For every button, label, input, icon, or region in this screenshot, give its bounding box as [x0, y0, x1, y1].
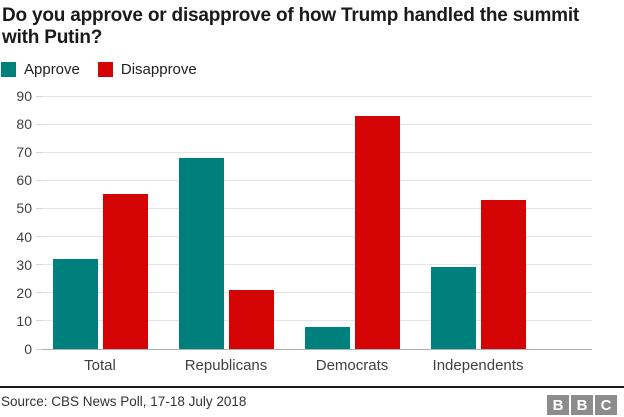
y-axis-label: 10 [16, 312, 32, 329]
x-axis-label: Total [84, 357, 116, 374]
bar-disapprove-republicans [228, 289, 274, 349]
gridline [42, 348, 592, 350]
bar-approve-total [52, 259, 98, 349]
legend-label-approve: Approve [24, 61, 80, 78]
chart-title: Do you approve or disapprove of how Trum… [2, 5, 580, 48]
y-axis-tick [36, 292, 42, 294]
y-axis-label: 40 [16, 228, 32, 245]
bbc-logo-letter: B [571, 395, 593, 415]
gridline [42, 123, 592, 125]
bar-approve-independents [430, 267, 476, 349]
y-axis-tick [36, 348, 42, 350]
gridline [42, 320, 592, 322]
source-caption: Source: CBS News Poll, 17-18 July 2018 [1, 394, 247, 409]
legend-item-disapprove: Disapprove [97, 61, 197, 78]
y-axis-tick [36, 123, 42, 125]
x-axis-label: Democrats [315, 357, 389, 374]
y-axis-label: 60 [16, 172, 32, 189]
y-axis-label: 0 [24, 341, 32, 357]
bar-approve-democrats [304, 326, 350, 349]
bar-disapprove-independents [480, 200, 526, 349]
gridline [42, 292, 592, 294]
y-axis-tick [36, 320, 42, 322]
bar-approve-republicans [178, 157, 224, 349]
y-axis-tick [36, 95, 42, 97]
plot-area: 0 10 20 30 40 50 60 70 80 90 Total Republicans Democ… [16, 88, 592, 374]
gridline [42, 236, 592, 238]
x-axis-label: Republicans [184, 357, 268, 374]
y-axis-label: 20 [16, 284, 32, 301]
y-axis-tick [36, 236, 42, 238]
footer-divider [0, 386, 624, 388]
y-axis-tick [36, 264, 42, 266]
legend: Approve Disapprove [1, 61, 215, 78]
x-axis-label: Independents [432, 357, 524, 374]
y-axis-label: 90 [16, 88, 32, 104]
legend-label-disapprove: Disapprove [120, 61, 197, 78]
bar-disapprove-democrats [354, 115, 400, 349]
bbc-logo: B B C [545, 395, 617, 415]
gridline [42, 151, 592, 153]
y-axis-tick [36, 207, 42, 209]
bbc-logo-letter: B [547, 395, 569, 415]
gridline [42, 264, 592, 266]
y-axis-label: 70 [16, 144, 32, 161]
y-axis-label: 30 [16, 256, 32, 273]
legend-item-approve: Approve [1, 61, 80, 78]
bar-disapprove-total [102, 194, 148, 349]
y-axis-label: 50 [16, 200, 32, 217]
y-axis-tick [36, 179, 42, 181]
y-axis-label: 80 [16, 116, 32, 133]
gridline [42, 179, 592, 181]
disapprove-swatch-icon [97, 62, 113, 77]
gridline [42, 207, 592, 209]
approve-swatch-icon [1, 62, 16, 77]
y-axis-tick [36, 151, 42, 153]
gridline [42, 95, 592, 97]
bbc-logo-letter: C [595, 395, 617, 415]
